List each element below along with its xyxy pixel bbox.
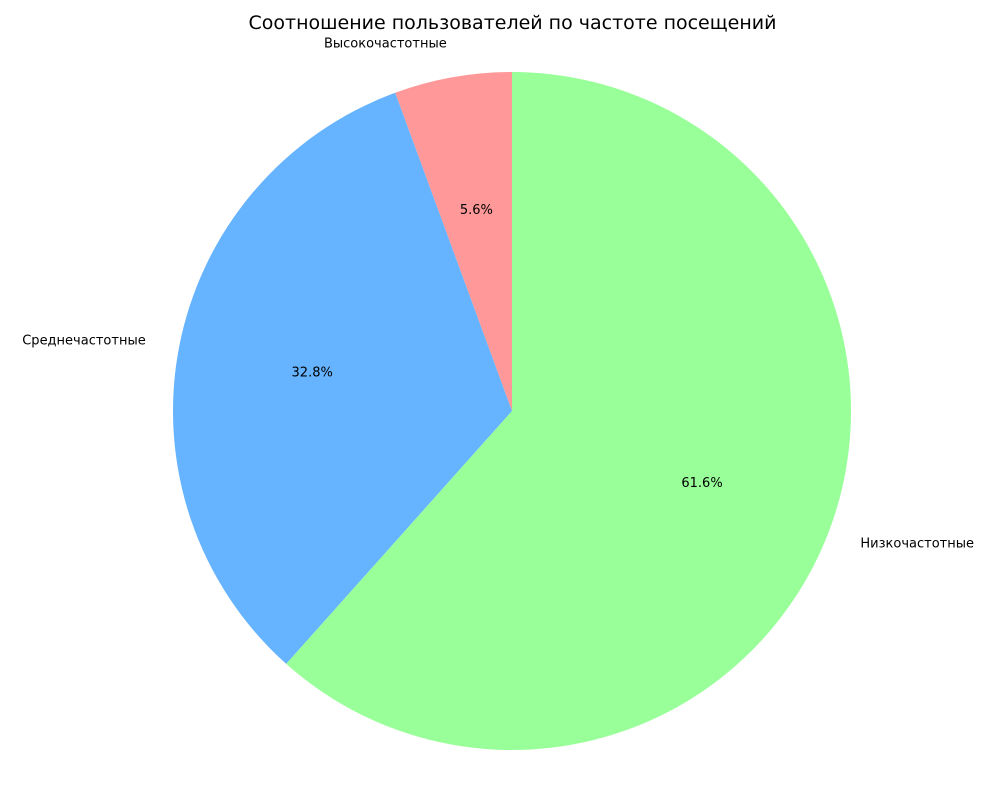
slice-pct-label-1: 5.6% <box>460 203 493 218</box>
slices-layer <box>173 72 851 751</box>
slice-label-1: Высокочастотные <box>324 36 447 51</box>
pie-slice-2 <box>173 92 512 664</box>
slice-label-2: Среднечастотные <box>22 334 145 349</box>
pie-slice-1 <box>395 72 512 411</box>
slice-label-3: Низкочастотные <box>860 536 974 551</box>
slice-pct-label-3: 61.6% <box>681 476 722 491</box>
labels-layer: Высокочастотные 5.6% Среднечастотные 32.8% Н… <box>22 36 974 551</box>
chart-title: Соотношение пользователей по частоте пос… <box>248 12 777 34</box>
pie-slice-3 <box>286 72 851 751</box>
slice-pct-label-2: 32.8% <box>292 365 333 380</box>
